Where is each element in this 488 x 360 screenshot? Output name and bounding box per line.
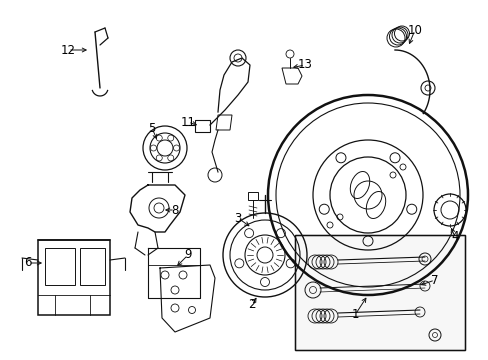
Text: 10: 10 [407, 23, 422, 36]
Text: 11: 11 [180, 116, 195, 129]
Text: 9: 9 [184, 248, 191, 261]
Text: 8: 8 [171, 203, 178, 216]
Bar [294, 235, 464, 350]
Text: 1: 1 [350, 309, 358, 321]
Text: 4: 4 [450, 230, 458, 243]
Text: 5: 5 [148, 122, 155, 135]
Text: 3: 3 [234, 211, 241, 225]
Text: 7: 7 [430, 274, 438, 287]
Text: 6: 6 [24, 256, 32, 270]
Bar [294, 235, 464, 350]
Text: 12: 12 [61, 44, 75, 57]
Text: 2: 2 [248, 298, 255, 311]
Text: 13: 13 [297, 58, 312, 72]
